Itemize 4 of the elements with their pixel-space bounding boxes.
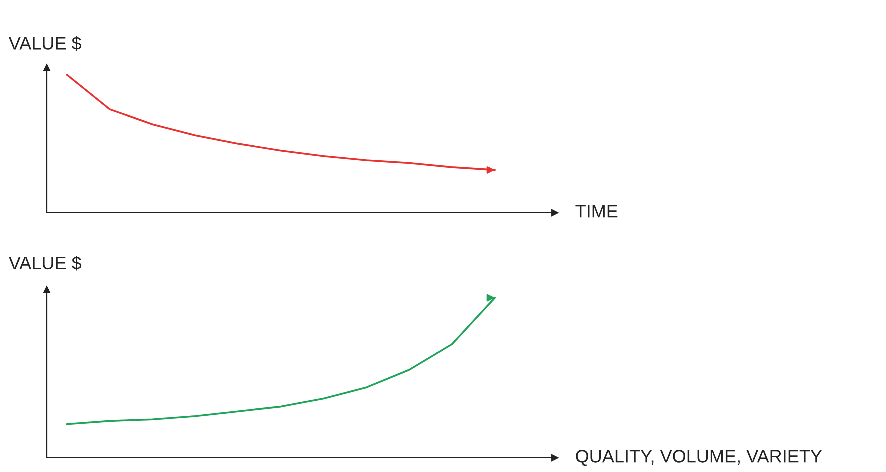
x-axis-title: QUALITY, VOLUME, VARIETY — [576, 450, 822, 466]
y-axis-title: VALUE $ — [8, 36, 82, 52]
x-axis-title: TIME — [576, 205, 618, 218]
y-axis-title: VALUE $ — [8, 256, 82, 271]
